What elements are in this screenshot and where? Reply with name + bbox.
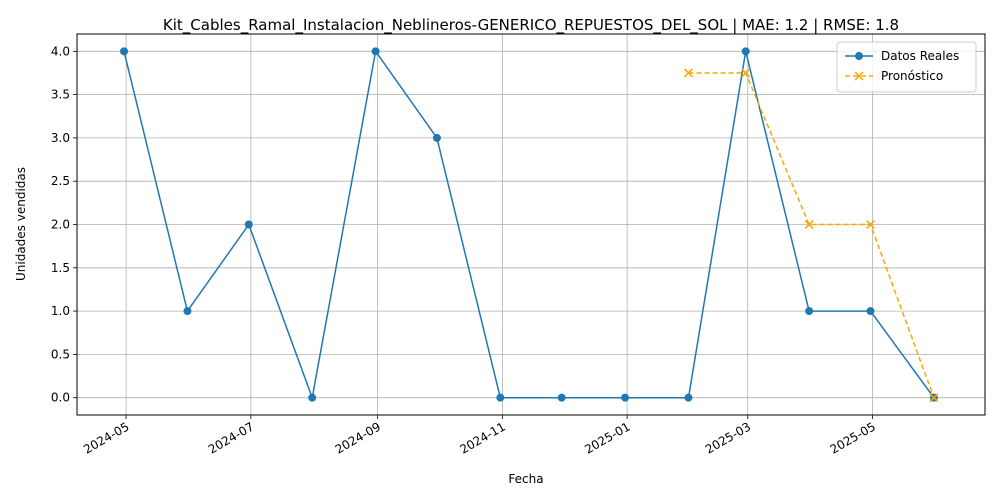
data-point-datos-reales <box>496 393 505 402</box>
series-line-datos-reales <box>123 50 935 399</box>
legend-marker-datos-reales <box>855 52 863 60</box>
legend-box <box>836 41 977 93</box>
y-tick-label: 2.0 <box>51 218 70 232</box>
series-lines <box>123 50 935 399</box>
data-point-datos-reales <box>805 307 814 316</box>
data-point-datos-reales <box>120 47 129 56</box>
y-tick-label: 4.0 <box>51 44 70 58</box>
y-tick-label: 1.0 <box>51 304 70 318</box>
data-point-datos-reales <box>432 133 441 142</box>
legend-marker-pronostico <box>854 71 864 81</box>
y-tick-label: 3.5 <box>51 88 70 102</box>
data-point-pronostico <box>683 68 693 78</box>
data-point-datos-reales <box>621 393 630 402</box>
legend-label-pronostico: Pronóstico <box>881 69 943 83</box>
data-point-datos-reales <box>684 393 693 402</box>
data-point-datos-reales <box>741 47 750 56</box>
data-point-pronostico <box>865 219 876 230</box>
data-point-datos-reales <box>866 307 875 316</box>
data-point-pronostico <box>804 219 814 230</box>
legend: Datos Reales Pronóstico <box>836 41 977 93</box>
y-tick-label: 0.0 <box>51 391 70 405</box>
data-point-datos-reales <box>371 47 380 56</box>
data-point-datos-reales <box>244 220 253 229</box>
data-point-pronostico <box>741 68 751 78</box>
y-tick-label: 1.5 <box>51 261 70 275</box>
series-line-pronostico <box>688 72 935 398</box>
y-axis-ticks: 0.0 0.5 1.0 1.5 2.0 2.5 3.0 3.5 4.0 <box>51 44 77 405</box>
series-markers <box>120 47 939 403</box>
y-tick-label: 2.5 <box>51 174 70 188</box>
data-point-datos-reales <box>557 393 566 402</box>
data-point-pronostico <box>929 393 939 403</box>
y-axis-label: Unidades vendidas <box>14 167 28 281</box>
x-axis-label: Fecha <box>508 472 543 486</box>
data-point-datos-reales <box>308 393 317 402</box>
chart-title: Kit_Cables_Ramal_Instalacion_Neblineros-… <box>163 16 899 35</box>
y-tick-label: 0.5 <box>51 347 70 361</box>
legend-label-datos-reales: Datos Reales <box>881 49 959 63</box>
y-tick-label: 3.0 <box>51 131 70 145</box>
data-point-datos-reales <box>183 307 192 316</box>
